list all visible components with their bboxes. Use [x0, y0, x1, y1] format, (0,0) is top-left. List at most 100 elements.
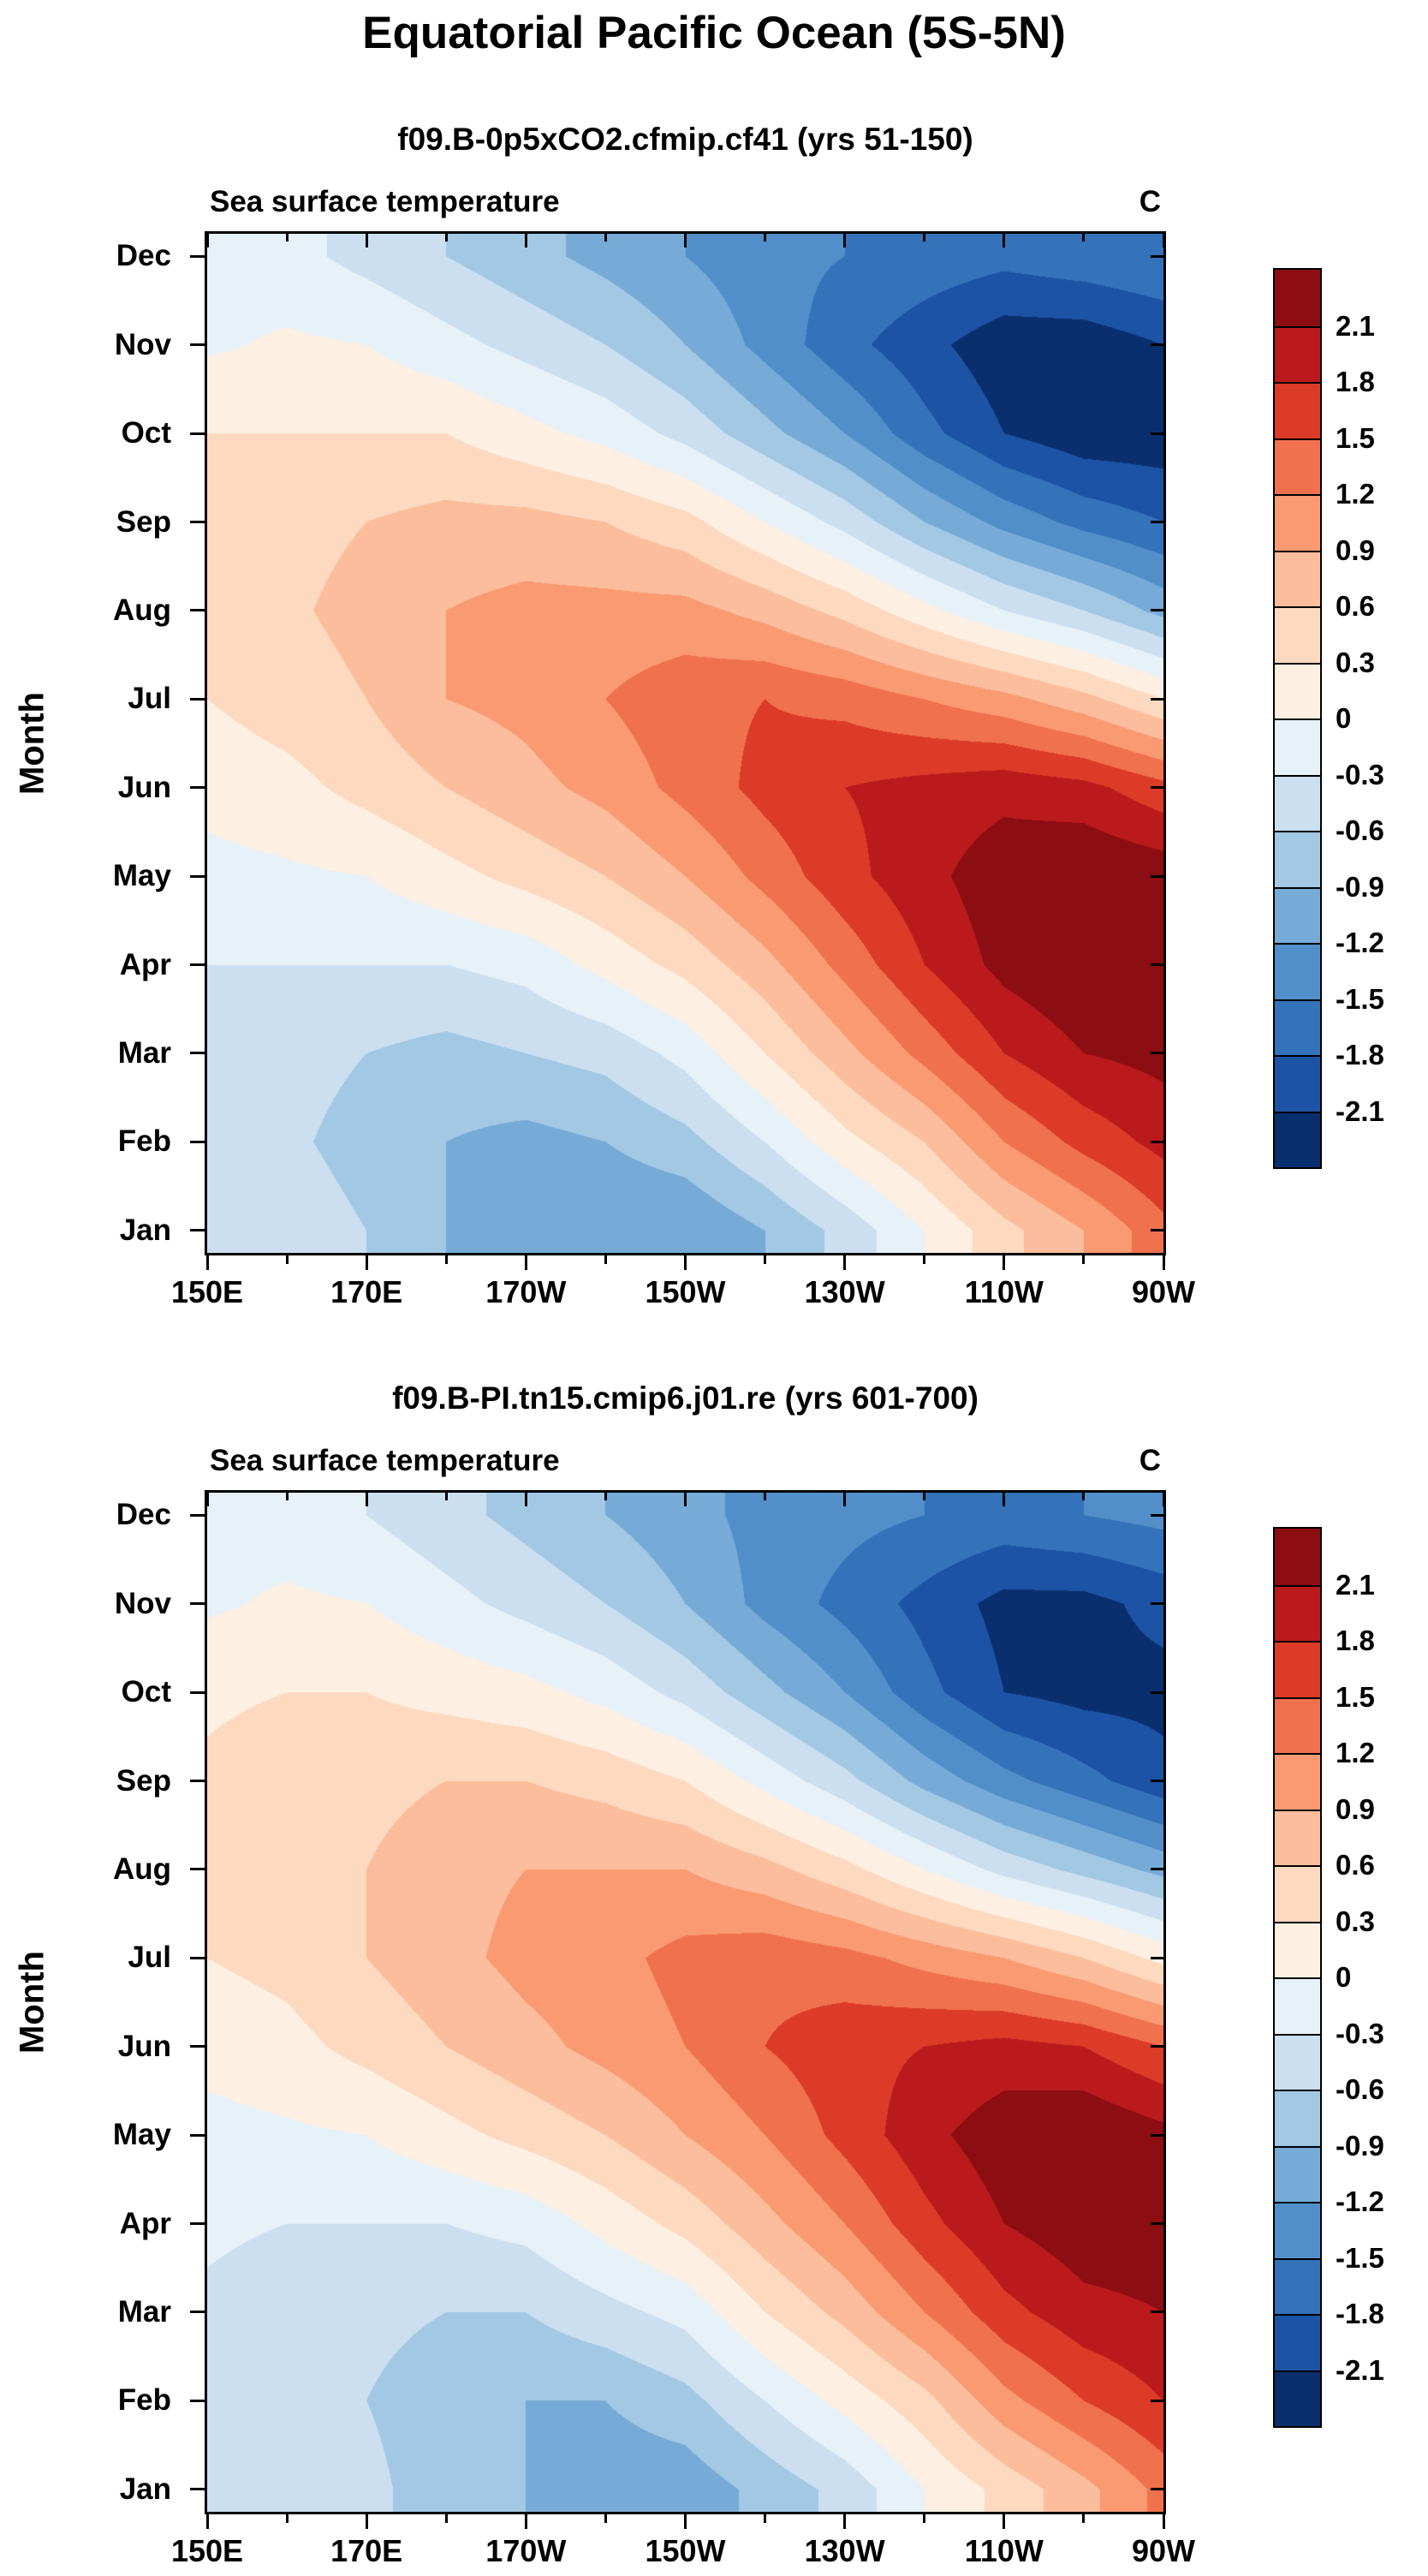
month-tick-label: Jul — [128, 1941, 171, 1975]
x-axis-tick — [684, 2514, 687, 2529]
x-axis-tick-top — [524, 1493, 527, 1506]
colorbar — [1273, 268, 1322, 1169]
x-axis-tick — [1082, 1255, 1086, 1264]
y-axis-tick-right — [1151, 1229, 1163, 1232]
colorbar-cell — [1275, 999, 1320, 1055]
month-tick-label: Dec — [116, 1498, 171, 1532]
month-tick-label: Jan — [119, 2472, 171, 2506]
colorbar-cell — [1275, 2370, 1320, 2426]
x-axis-tick — [285, 2514, 289, 2523]
colorbar-tick-label: 0.3 — [1336, 646, 1375, 678]
x-axis-tick — [923, 1255, 926, 1264]
y-axis-tick — [190, 697, 205, 701]
colorbar-tick-label: -1.2 — [1336, 927, 1384, 958]
colorbar-cell — [1275, 550, 1320, 606]
colorbar-labels: 2.1 1.8 1.5 1.2 0.9 0.6 0.3 0 -0.3 -0.6 -0.9 -1.2 -1… — [1336, 1527, 1428, 2428]
figure-title: Equatorial Pacific Ocean (5S-5N) — [362, 8, 1066, 58]
longitude-tick-label: 110W — [964, 2533, 1044, 2568]
y-axis-title: Month — [13, 1951, 51, 2054]
x-axis-tick — [1082, 2514, 1086, 2523]
y-axis-tick-right — [1151, 1780, 1163, 1783]
y-axis-tick — [190, 2488, 205, 2491]
y-axis-tick-right — [1151, 432, 1163, 435]
colorbar-cell — [1275, 943, 1320, 999]
colorbar-tick-label: -0.9 — [1336, 2129, 1384, 2162]
x-axis-tick — [604, 2514, 607, 2523]
x-axis-tick — [764, 1255, 767, 1264]
y-axis-tick-right — [1151, 874, 1163, 878]
month-tick-label: Aug — [112, 593, 171, 627]
x-axis-tick-top — [764, 1493, 767, 1500]
panel-top: f09.B-0p5xCO2.cfmip.cf41 (yrs 51-150) Se… — [0, 122, 1428, 1321]
colorbar-cell — [1275, 1111, 1320, 1167]
colorbar — [1273, 1527, 1322, 2428]
unit-label: C — [1139, 1444, 1161, 1477]
y-axis-tick — [190, 254, 205, 258]
x-axis-tick — [205, 1255, 209, 1270]
y-axis-tick-right — [1151, 1140, 1163, 1143]
colorbar-cell — [1275, 1809, 1320, 1865]
x-axis-tick — [444, 2514, 448, 2523]
sst-contour-canvas — [207, 234, 1163, 1253]
month-tick-label: Jan — [119, 1213, 171, 1247]
x-axis-tick — [1162, 1255, 1165, 1270]
colorbar-tick-label: 0.6 — [1336, 590, 1375, 622]
x-axis-tick — [524, 2514, 527, 2529]
colorbar-tick-label: 1.8 — [1336, 366, 1375, 397]
colorbar-cell — [1275, 606, 1320, 663]
x-axis-tick — [1162, 2514, 1165, 2529]
month-tick-label: Oct — [121, 1675, 171, 1709]
x-axis-tick-top — [1003, 234, 1006, 247]
month-tick-label: Sep — [116, 1763, 171, 1798]
y-axis-tick-right — [1151, 1956, 1163, 1959]
x-axis-tick-top — [444, 234, 448, 242]
colorbar-tick-label: -0.3 — [1336, 2017, 1384, 2049]
x-axis-tick — [764, 2514, 767, 2523]
longitude-tick-label: 170W — [485, 1274, 567, 1309]
colorbar-tick-label: -0.9 — [1336, 870, 1384, 903]
panel-title: f09.B-PI.tn15.cmip6.j01.re (yrs 601-700) — [392, 1380, 979, 1416]
y-axis-tick — [190, 1956, 205, 1959]
longitude-tick-label: 130W — [804, 2533, 885, 2568]
longitude-tick-label: 170E — [330, 2533, 403, 2568]
colorbar-cell — [1275, 1696, 1320, 1753]
x-axis-tick-top — [604, 1493, 607, 1500]
x-axis-tick-top — [923, 1493, 926, 1500]
colorbar-tick-label: -1.2 — [1336, 2185, 1384, 2217]
longitude-tick-label: 90W — [1131, 2533, 1196, 2568]
x-axis-tick-top — [444, 1493, 448, 1500]
month-tick-label: Aug — [112, 1852, 171, 1886]
y-axis-tick-right — [1151, 2488, 1163, 2491]
longitude-tick-label: 130W — [804, 1274, 885, 1309]
month-tick-label: Mar — [117, 1035, 171, 1070]
colorbar-tick-label: 0.9 — [1336, 1792, 1375, 1825]
x-axis-tick-top — [1082, 1493, 1086, 1500]
colorbar-cell — [1275, 325, 1320, 382]
x-axis-tick-top — [843, 234, 847, 247]
x-axis-tick-top — [285, 1493, 289, 1500]
colorbar-cell — [1275, 2145, 1320, 2202]
colorbar-cell — [1275, 494, 1320, 551]
y-axis-tick-right — [1151, 2399, 1163, 2402]
colorbar-tick-label: -1.8 — [1336, 1039, 1384, 1070]
y-axis-tick-right — [1151, 2045, 1163, 2048]
y-axis-tick-right — [1151, 254, 1163, 258]
colorbar-cell — [1275, 2314, 1320, 2370]
longitude-tick-label: 150W — [645, 1274, 726, 1309]
y-axis-tick-right — [1151, 786, 1163, 790]
y-axis-tick — [190, 2311, 205, 2314]
colorbar-tick-label: 0.9 — [1336, 534, 1375, 566]
y-axis-tick — [190, 432, 205, 435]
contour-plot — [190, 231, 1166, 1270]
longitude-tick-label: 150E — [170, 2533, 244, 2568]
longitude-tick-label: 170E — [330, 1274, 403, 1309]
colorbar-cell — [1275, 1584, 1320, 1641]
y-axis-tick — [190, 786, 205, 790]
colorbar-tick-label: 1.2 — [1336, 478, 1375, 510]
colorbar-cell — [1275, 2257, 1320, 2314]
colorbar-tick-label: 1.5 — [1336, 421, 1375, 454]
x-axis-tick-top — [684, 1493, 687, 1506]
colorbar-tick-label: 0.6 — [1336, 1849, 1375, 1881]
y-axis-tick — [190, 1229, 205, 1232]
